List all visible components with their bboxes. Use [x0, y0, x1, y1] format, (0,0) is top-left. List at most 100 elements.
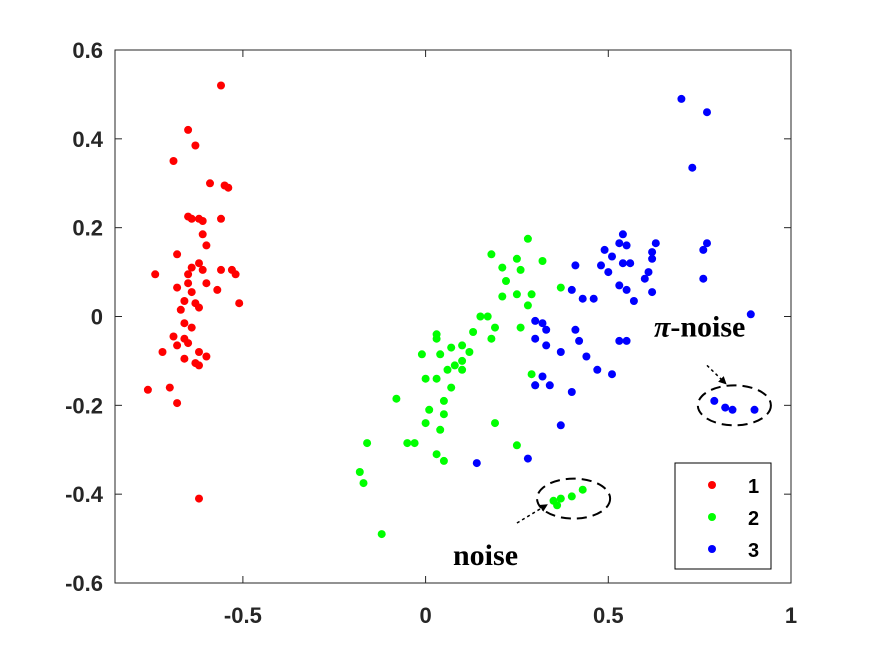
data-point-series-2	[359, 479, 368, 488]
data-point-series-3	[531, 334, 540, 343]
data-point-series-3	[597, 261, 605, 270]
data-point-series-3	[538, 319, 547, 328]
data-point-series-3	[567, 388, 576, 396]
data-point-series-1	[206, 179, 214, 188]
data-point-series-2	[450, 361, 459, 370]
axis-ticks: -0.5 0 0.5 1 -0.6 -0.4 -0.2 0 0.2 0.4 0.6	[65, 38, 797, 628]
y-tick-label: -0.6	[65, 571, 103, 596]
data-point-series-1	[195, 361, 203, 370]
data-point-series-2	[512, 254, 521, 263]
data-point-series-3	[648, 248, 657, 257]
data-point-series-2	[491, 323, 499, 332]
legend-label-2: 2	[748, 508, 759, 530]
data-point-series-2	[498, 263, 507, 272]
data-point-series-3	[589, 294, 598, 303]
data-point-series-1	[217, 265, 225, 274]
data-point-series-3	[618, 259, 627, 268]
data-point-series-3	[750, 405, 759, 414]
data-point-series-3	[608, 370, 616, 379]
noise-ellipse	[696, 384, 772, 427]
data-point-series-3	[608, 252, 616, 261]
data-point-series-3	[578, 294, 587, 303]
data-point-series-3	[622, 285, 631, 294]
data-point-series-2	[487, 334, 496, 343]
data-point-series-2	[567, 492, 576, 501]
data-point-series-3	[721, 403, 730, 412]
data-point-series-2	[465, 348, 474, 356]
data-point-series-1	[224, 183, 233, 192]
data-point-series-3	[542, 325, 551, 334]
legend-label-3: 3	[748, 540, 759, 562]
data-point-series-1	[231, 270, 240, 279]
data-point-series-3	[640, 274, 649, 283]
data-point-series-1	[158, 348, 167, 356]
x-tick-label: 0.5	[593, 603, 624, 628]
data-point-series-2	[578, 485, 587, 494]
data-point-series-1	[187, 323, 196, 332]
data-point-series-3	[545, 381, 554, 390]
data-point-series-2	[417, 350, 426, 359]
data-point-series-2	[439, 410, 448, 419]
data-point-series-3	[629, 297, 638, 305]
data-point-series-3	[688, 163, 697, 172]
data-point-series-3	[600, 245, 609, 254]
data-point-series-1	[187, 288, 196, 297]
data-point-series-3	[538, 372, 547, 381]
data-point-series-3	[651, 239, 660, 248]
y-tick-label: 0.6	[72, 38, 103, 63]
data-point-series-2	[512, 441, 521, 450]
data-point-series-3	[531, 381, 540, 390]
data-point-series-2	[458, 341, 467, 350]
data-point-series-3	[622, 241, 631, 250]
data-point-series-3	[556, 421, 565, 430]
data-point-series-2	[439, 456, 448, 465]
data-point-series-2	[355, 468, 364, 476]
data-point-series-3	[604, 268, 613, 277]
data-point-series-1	[198, 217, 207, 225]
data-point-series-2	[421, 419, 430, 428]
data-point-series-2	[436, 350, 445, 359]
data-point-series-3	[567, 285, 576, 294]
data-point-series-1	[195, 494, 203, 503]
data-point-series-3	[582, 352, 591, 361]
data-point-series-3	[615, 239, 624, 248]
data-point-series-1	[217, 214, 225, 223]
data-point-series-2	[512, 290, 521, 299]
data-point-series-3	[575, 336, 584, 345]
data-point-series-3	[644, 268, 653, 277]
data-point-series-1	[173, 250, 182, 259]
data-point-series-1	[169, 332, 178, 341]
data-point-series-1	[187, 263, 196, 272]
data-point-series-2	[516, 323, 525, 332]
y-tick-label: -0.2	[65, 393, 103, 418]
data-point-series-1	[180, 297, 189, 305]
data-point-series-1	[176, 305, 185, 314]
data-point-series-2	[556, 494, 565, 503]
data-point-series-1	[187, 214, 196, 223]
data-point-series-2	[502, 277, 510, 285]
data-point-series-2	[476, 312, 485, 321]
x-tick-label: 1	[785, 603, 797, 628]
data-point-series-1	[184, 270, 193, 279]
data-point-series-1	[169, 157, 178, 165]
annotations: π-noise noise	[453, 310, 772, 572]
data-point-series-2	[436, 425, 445, 434]
data-point-series-3	[648, 288, 657, 297]
data-point-series-3	[703, 108, 711, 117]
data-point-series-3	[699, 274, 708, 283]
data-point-series-3	[571, 261, 580, 270]
data-point-series-1	[173, 399, 182, 408]
data-point-series-2	[523, 234, 532, 243]
data-point-series-3	[542, 341, 551, 350]
data-point-series-3	[615, 281, 624, 290]
data-point-series-3	[677, 94, 686, 103]
data-point-series-2	[447, 383, 456, 392]
data-point-series-2	[421, 374, 430, 383]
legend-marker-2	[708, 513, 716, 521]
data-point-series-1	[235, 299, 244, 308]
data-point-series-1	[184, 339, 193, 348]
annotation-label: noise	[453, 539, 518, 572]
y-tick-label: -0.4	[65, 482, 104, 507]
data-point-series-2	[527, 370, 536, 379]
data-point-series-3	[615, 336, 624, 345]
